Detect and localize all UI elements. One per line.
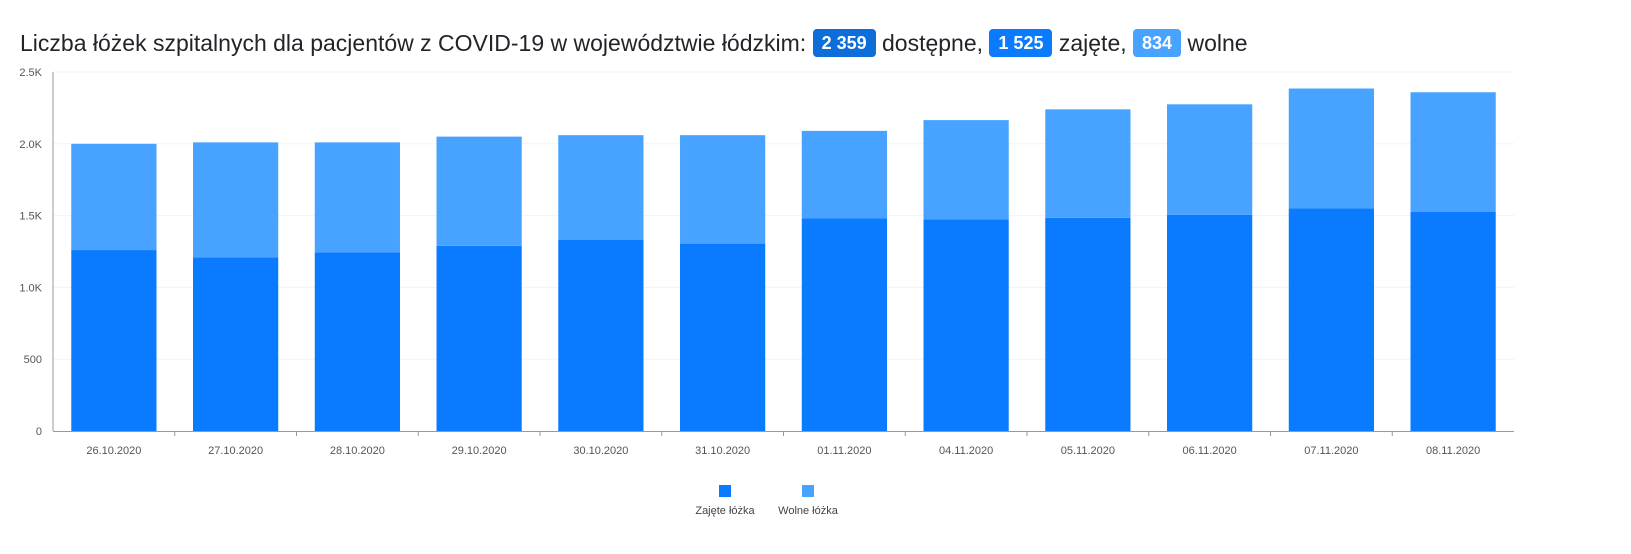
x-tick-label: 01.11.2020: [817, 445, 871, 457]
bar-occupied: [558, 240, 644, 431]
occupied-label: zajęte,: [1058, 30, 1127, 56]
bar-occupied: [314, 252, 400, 431]
legend-swatch-occupied: [719, 485, 731, 497]
x-tick-label: 31.10.2020: [695, 445, 750, 457]
bar-free: [1045, 109, 1131, 218]
bar-free: [436, 136, 522, 246]
y-tick-label: 1.0K: [19, 282, 42, 294]
x-tick-label: 04.11.2020: [939, 445, 993, 457]
x-tick-label: 27.10.2020: [208, 445, 263, 457]
bar-free: [71, 143, 157, 251]
y-tick-label: 500: [24, 354, 42, 366]
y-tick-label: 0: [36, 426, 42, 438]
legend: Zajęte łóżka Wolne łóżka: [695, 485, 839, 517]
x-tick-label: 29.10.2020: [452, 445, 507, 457]
x-tick-label: 28.10.2020: [330, 445, 385, 457]
legend-label-occupied: Zajęte łóżka: [695, 505, 755, 517]
title-prefix: Liczba łóżek szpitalnych dla pacjentów z…: [20, 30, 807, 56]
bar-free: [1410, 92, 1496, 213]
bar-occupied: [436, 245, 522, 431]
x-tick-label: 06.11.2020: [1183, 445, 1237, 457]
x-tick-label: 26.10.2020: [86, 445, 141, 457]
bar-free: [1288, 88, 1374, 209]
free-beds-badge: 834: [1133, 29, 1182, 57]
bar-occupied: [1410, 212, 1496, 431]
bar-occupied: [71, 250, 157, 431]
x-tick-label: 30.10.2020: [573, 445, 628, 457]
x-tick-label: 05.11.2020: [1061, 445, 1115, 457]
bar-free: [558, 135, 644, 241]
bars: [71, 88, 1496, 431]
available-beds-badge: 2 359: [812, 29, 876, 57]
gridlines: [53, 71, 1514, 360]
bar-occupied: [680, 243, 766, 431]
legend-label-free: Wolne łóżka: [778, 505, 839, 517]
bar-occupied: [1288, 208, 1374, 431]
free-label: wolne: [1187, 30, 1248, 56]
x-tick-label: 07.11.2020: [1304, 445, 1358, 457]
legend-swatch-free: [802, 485, 814, 497]
bar-free: [680, 135, 766, 244]
bar-free: [923, 120, 1009, 220]
bar-occupied: [1167, 214, 1253, 431]
bar-free: [314, 142, 400, 253]
y-tick-label: 2.5K: [19, 67, 42, 79]
y-tick-label: 1.5K: [19, 211, 42, 223]
bar-occupied: [193, 257, 279, 431]
x-tick-label: 08.11.2020: [1426, 445, 1480, 457]
bar-free: [801, 130, 887, 219]
y-tick-label: 2.0K: [19, 139, 42, 151]
bar-occupied: [1045, 217, 1131, 431]
chart-title: Liczba łóżek szpitalnych dla pacjentów z…: [20, 26, 1248, 60]
occupied-beds-badge: 1 525: [989, 29, 1053, 57]
bar-free: [193, 142, 279, 258]
bar-occupied: [801, 218, 887, 431]
bar-occupied: [923, 219, 1009, 431]
available-label: dostępne,: [882, 30, 984, 56]
bar-free: [1167, 104, 1253, 215]
axes: 0 500 1.0K 1.5K 2.0K 2.5K 26.10.2020 27.10.2020…: [19, 67, 1514, 457]
